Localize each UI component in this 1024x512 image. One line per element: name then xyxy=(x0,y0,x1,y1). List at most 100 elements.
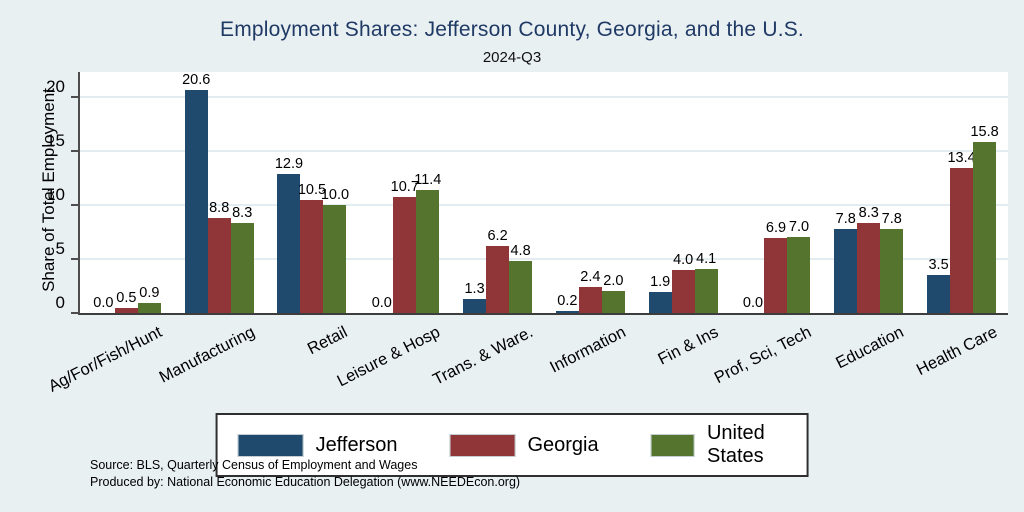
bar-value-label: 12.9 xyxy=(274,155,304,172)
bar-group: 7.8 8.3 7.8 Education xyxy=(833,72,907,372)
bar-group: 1.9 4.0 4.1 Fin & Ins xyxy=(648,72,721,369)
bar-value-label: 0.0 xyxy=(742,295,764,311)
bar-united-states: 7.8 xyxy=(880,211,904,313)
bar-value-label: 7.8 xyxy=(881,210,902,227)
bar-georgia: 10.5 xyxy=(298,182,326,313)
legend-swatch-united-states xyxy=(650,433,695,457)
bar-jefferson: 0.2 xyxy=(555,293,579,313)
bar-united-states: 7.0 xyxy=(787,219,811,313)
bar-jefferson: 7.8 xyxy=(834,211,858,313)
bar-jefferson: 1.3 xyxy=(463,281,487,313)
y-tick-mark xyxy=(71,149,78,152)
legend-item: United States xyxy=(650,422,787,468)
bar-united-states: 4.8 xyxy=(509,243,533,313)
bar-georgia: 2.4 xyxy=(578,269,602,313)
bar-jefferson: 3.5 xyxy=(927,257,951,313)
x-axis-label: Prof, Sci, Tech xyxy=(711,323,815,388)
x-axis-label: Ag/For/Fish/Hunt xyxy=(45,323,165,396)
x-axis-label: Education xyxy=(833,323,907,373)
bar-value-label: 8.3 xyxy=(232,205,253,222)
bar-value-label: 4.8 xyxy=(510,243,531,260)
bar-value-label: 0.9 xyxy=(139,285,160,302)
legend-swatch-georgia xyxy=(449,433,516,457)
bar-group: 0.0 10.7 11.4 Leisure & Hosp xyxy=(334,72,443,390)
bar-georgia: 0.5 xyxy=(114,290,138,313)
bar-value-label: 4.1 xyxy=(696,250,717,267)
bar-georgia: 6.9 xyxy=(764,220,788,313)
bar-value-label: 8.8 xyxy=(209,199,230,216)
x-axis-label: Health Care xyxy=(913,323,1000,380)
bar-value-label: 2.0 xyxy=(603,273,624,290)
bar-georgia: 10.7 xyxy=(391,179,419,313)
bar-value-label: 0.0 xyxy=(371,295,392,311)
bar-group: 20.6 8.8 8.3 Manufacturing xyxy=(156,72,257,386)
bar-united-states: 10.0 xyxy=(321,187,349,313)
bar-group: 1.3 6.2 4.8 Trans. & Ware. xyxy=(430,72,536,389)
bar-georgia: 6.2 xyxy=(486,228,510,313)
y-tick-mark xyxy=(71,312,78,314)
bar-united-states: 0.9 xyxy=(137,285,161,313)
bar-value-label: 8.3 xyxy=(858,205,879,222)
bar-georgia: 8.8 xyxy=(207,200,231,313)
bar-united-states: 2.0 xyxy=(601,273,625,313)
gridline xyxy=(80,95,1008,98)
source-note: Source: BLS, Quarterly Census of Employm… xyxy=(90,458,418,472)
chart-title: Employment Shares: Jefferson County, Geo… xyxy=(220,18,804,41)
bar-groups: 0.0 0.5 0.9 Ag/For/Fish/Hunt 20.6 8.8 8.3 Manuf… xyxy=(45,72,1008,395)
y-tick-mark xyxy=(71,95,78,98)
y-tick-label: 20 xyxy=(46,76,65,96)
y-tick-label: 5 xyxy=(55,238,65,258)
bar-value-label: 0.0 xyxy=(93,295,114,311)
bar-georgia: 8.3 xyxy=(857,205,881,313)
legend-label: United States xyxy=(706,422,765,467)
legend: Jefferson Georgia United States xyxy=(215,413,809,477)
bar-group: 0.2 2.4 2.0 Information xyxy=(547,72,629,376)
gridline xyxy=(80,257,1008,260)
bar-value-label: 4.0 xyxy=(673,251,694,268)
x-axis-label: Retail xyxy=(304,323,351,359)
bar-value-label: 10.0 xyxy=(320,186,350,203)
bar-value-label: 20.6 xyxy=(182,72,211,89)
bar-value-label: 1.3 xyxy=(464,280,485,297)
bar-value-label: 0.2 xyxy=(557,292,578,309)
y-tick-label: 10 xyxy=(46,184,65,204)
x-axis-label: Trans. & Ware. xyxy=(429,323,536,389)
gridline xyxy=(80,149,1008,152)
bar-value-label: 2.4 xyxy=(580,269,601,286)
bar-value-label: 6.2 xyxy=(487,228,508,244)
y-tick-label: 0 xyxy=(55,293,65,312)
bar-united-states: 15.8 xyxy=(970,124,999,313)
bar-group: 0.0 0.5 0.9 Ag/For/Fish/Hunt xyxy=(45,72,164,395)
bar-value-label: 7.8 xyxy=(835,210,856,227)
bar-group: 0.0 6.9 7.0 Prof, Sci, Tech xyxy=(711,72,814,387)
bar-united-states: 11.4 xyxy=(414,172,441,313)
bar-value-label: 10.7 xyxy=(390,179,419,196)
chart-subtitle: 2024-Q3 xyxy=(482,49,542,66)
x-axis-label: Fin & Ins xyxy=(655,323,722,369)
plot-area: 0.0 0.5 0.9 Ag/For/Fish/Hunt 20.6 8.8 8.3 Manuf… xyxy=(45,72,1008,396)
bar-value-label: 0.5 xyxy=(116,289,137,306)
legend-label: Jefferson xyxy=(315,433,398,456)
bar-value-label: 10.5 xyxy=(297,181,327,198)
bar-group: 3.5 13.4 15.8 Health Care xyxy=(913,72,1000,379)
footer-notes: Source: BLS, Quarterly Census of Employm… xyxy=(90,457,520,490)
legend-item: Jefferson xyxy=(237,433,398,457)
y-tick-label: 15 xyxy=(46,130,65,150)
x-axis-label: Information xyxy=(546,323,629,377)
legend-label: Georgia xyxy=(527,433,599,456)
produced-by-note: Produced by: National Economic Education… xyxy=(90,474,521,489)
bar-value-label: 13.4 xyxy=(947,150,976,167)
bar-value-label: 11.4 xyxy=(414,171,442,188)
bar-jefferson: 1.9 xyxy=(648,274,672,313)
bar-georgia: 13.4 xyxy=(947,150,976,313)
bar-value-label: 6.9 xyxy=(765,220,787,237)
bar-united-states: 8.3 xyxy=(230,205,254,313)
gridline xyxy=(80,203,1008,206)
bar-value-label: 1.9 xyxy=(650,274,671,291)
legend-item: Georgia xyxy=(449,433,599,457)
x-axis-label: Manufacturing xyxy=(156,323,258,387)
y-axis: 0 5 10 15 20 xyxy=(0,72,78,314)
bar-value-label: 7.0 xyxy=(788,219,810,236)
bar-jefferson: 20.6 xyxy=(182,72,210,313)
